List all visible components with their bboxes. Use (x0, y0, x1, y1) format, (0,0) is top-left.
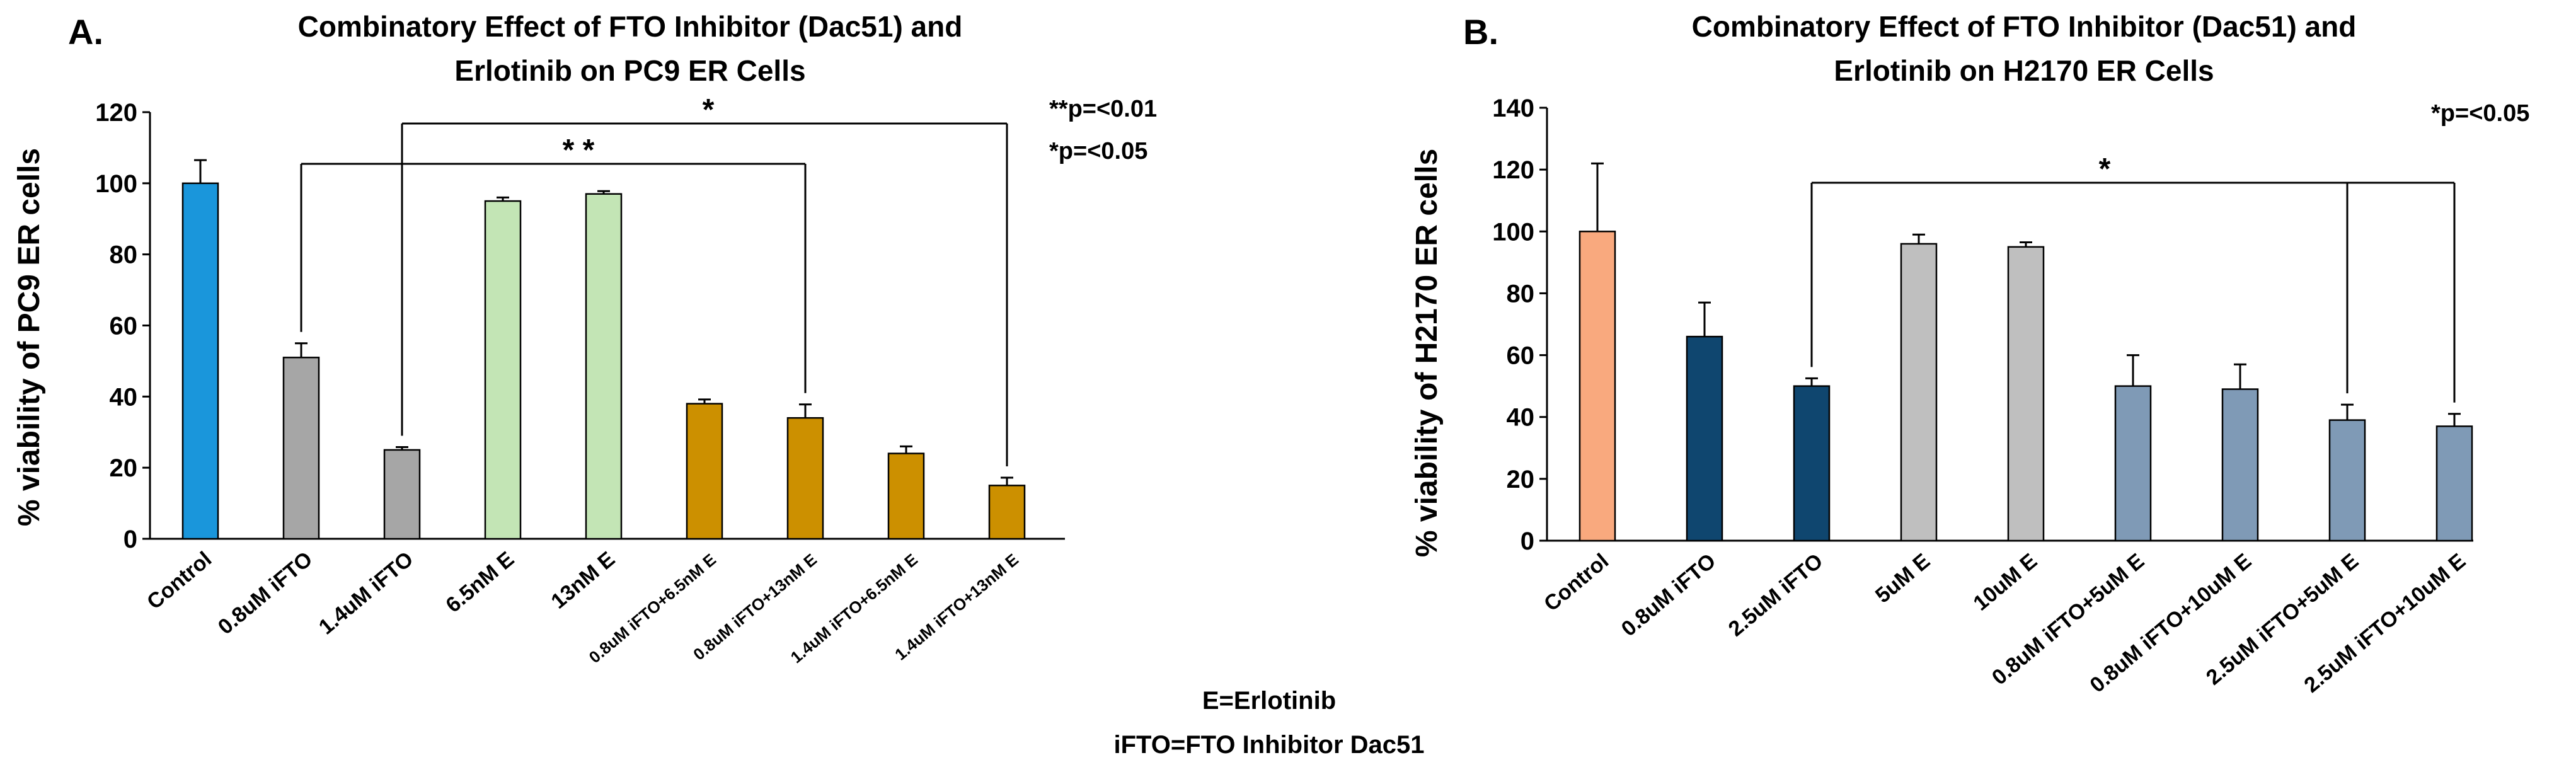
panel-b-category-label: 0.8uM iFTO (1617, 549, 1720, 641)
panel-b-bar (1793, 385, 1831, 542)
panel-a-bar (585, 193, 623, 540)
panel-b-y-tick-label: 40 (1507, 404, 1535, 432)
panel-a-category-label: 6.5nM E (441, 547, 519, 618)
footnote-erlotinib: E=Erlotinib (1202, 687, 1336, 715)
panel-b-y-tick-label: 20 (1507, 466, 1535, 493)
panel-b-category-label: 2.5uM iFTO (1724, 549, 1827, 641)
panel-b-y-tick-label: 140 (1492, 95, 1534, 122)
panel-a-y-tick-label: 60 (110, 313, 138, 340)
panel-b-title-line-2: Erlotinib on H2170 ER Cells (1834, 54, 2214, 87)
panel-a-bar (181, 182, 219, 540)
panel-a-label: A. (68, 12, 103, 52)
panel-a-y-axis-label: % viability of PC9 ER cells (13, 148, 46, 526)
footnote-ifto: iFTO=FTO Inhibitor Dac51 (1113, 731, 1424, 759)
panel-a-bar (786, 417, 824, 540)
panel-a-bar (383, 449, 421, 540)
panel-b-label: B. (1463, 12, 1498, 52)
panel-b-significance-label: * (2099, 153, 2111, 186)
panel-b-note-1: *p=<0.05 (2431, 100, 2529, 127)
panel-b-bar (2007, 246, 2045, 542)
panel-a-y-tick-label: 20 (110, 454, 138, 482)
panel-a-y-tick-label: 120 (95, 99, 137, 127)
panel-a-significance-label: * (703, 93, 715, 127)
panel-a-bar (988, 485, 1026, 540)
panel-b-bar (1578, 231, 1616, 542)
panel-a-category-label: Control (142, 547, 216, 614)
panel-a-title-line-1: Combinatory Effect of FTO Inhibitor (Dac… (298, 10, 963, 43)
panel-a-note-2: *p=<0.05 (1049, 138, 1147, 164)
panel-a-title-line-2: Erlotinib on PC9 ER Cells (454, 54, 805, 87)
panel-a-y-tick-label: 100 (95, 170, 137, 198)
panel-b-bar (2435, 425, 2473, 542)
panel-b-y-tick-label: 60 (1507, 342, 1535, 370)
panel-a-y-tick-label: 40 (110, 383, 138, 411)
panel-b-bar (2114, 385, 2152, 542)
panel-b-category-label: 10uM E (1969, 549, 2042, 616)
panel-b-bar (1686, 335, 1723, 542)
panel-b-bar (1900, 243, 1938, 542)
panel-b-y-axis-label: % viability of H2170 ER cells (1410, 149, 1444, 557)
panel-b-category-label: 5uM E (1871, 549, 1935, 607)
panel-a-bar (484, 200, 522, 540)
panel-a-category-label: 1.4uM iFTO (314, 547, 418, 639)
panel-b-title-line-1: Combinatory Effect of FTO Inhibitor (Dac… (1692, 10, 2357, 43)
panel-a-bar (686, 403, 723, 540)
panel-b-y-tick-label: 120 (1492, 156, 1534, 184)
panel-b-y-tick-label: 80 (1507, 280, 1535, 308)
panel-a-bar (887, 452, 925, 540)
panel-a-bar (282, 357, 320, 540)
panel-a-category-label: 13nM E (547, 547, 620, 614)
panel-a-y-tick-label: 0 (124, 526, 137, 553)
panel-b-chart: 0 20 40 60 80 100 120 140 Control 0.8uM iFTO 2.5uM… (1492, 95, 2473, 698)
panel-a-category-label: 0.8uM iFTO (214, 547, 317, 639)
panel-b-bar (2328, 419, 2366, 542)
panel-b-y-tick-label: 100 (1492, 218, 1534, 246)
panel-b-bar (2221, 388, 2259, 542)
panel-a-significance-label: * * (563, 134, 595, 167)
panel-a-y-tick-label: 80 (110, 241, 138, 269)
panel-b-category-label: Control (1539, 549, 1613, 616)
panel-b-y-tick-label: 0 (1521, 527, 1534, 555)
panel-a-note-1: **p=<0.01 (1049, 96, 1157, 122)
